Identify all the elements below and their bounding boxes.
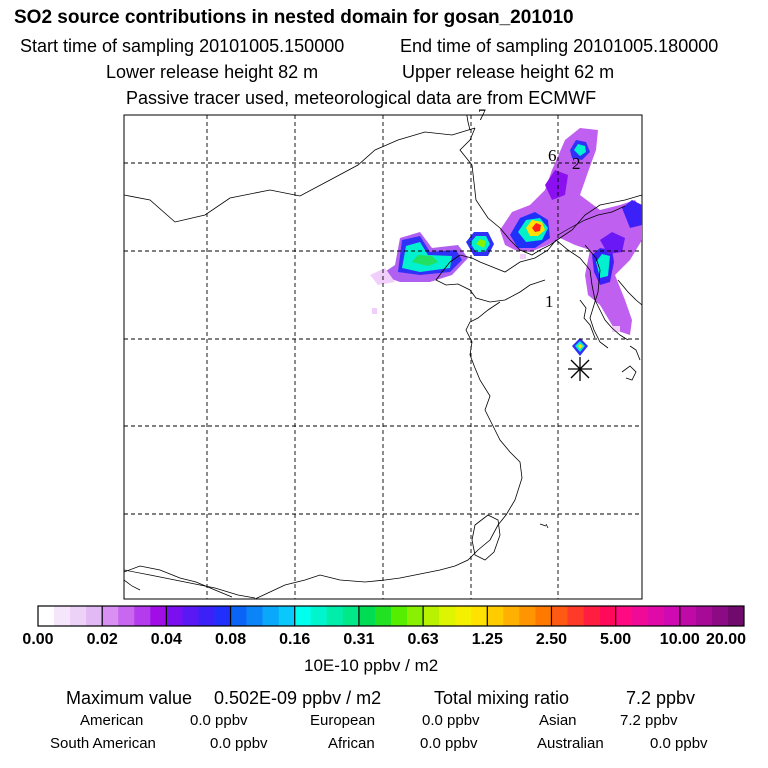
grid-lines: [124, 115, 642, 599]
colorbar-swatch: [86, 606, 103, 626]
total-mixing-value: 7.2 ppbv: [626, 688, 696, 708]
colorbar-tick-label: 20.00: [705, 631, 747, 648]
colorbar-swatch: [150, 606, 167, 626]
colorbar-swatch: [278, 606, 296, 626]
colorbar-swatch: [631, 606, 649, 626]
colorbar-tick-label: 0.08: [214, 631, 247, 648]
region-american-value: 0.0 ppbv: [190, 712, 248, 729]
colorbar-tick-label: 1.25: [471, 631, 503, 648]
colorbar-swatch: [54, 606, 71, 626]
chart-title: SO2 source contributions in nested domai…: [14, 7, 574, 28]
colorbar-swatch: [134, 606, 151, 626]
colorbar-swatch: [391, 606, 408, 626]
max-value: 0.502E-09 ppbv / m2: [214, 688, 382, 708]
plume-gosan: [572, 338, 588, 356]
colorbar-swatch: [695, 606, 713, 626]
colorbar-tick-label: 0.02: [86, 631, 118, 648]
colorbar-swatch: [567, 606, 584, 626]
colorbar-swatch: [407, 606, 424, 626]
plume-west: [370, 232, 468, 285]
colorbar-swatch: [727, 606, 745, 626]
colorbar-swatch: [198, 606, 215, 626]
colorbar-swatch: [38, 606, 55, 626]
colorbar-swatch: [599, 606, 616, 626]
colorbar-swatch: [423, 606, 440, 626]
colorbar-swatch: [615, 606, 632, 626]
tracer-note: Passive tracer used, meteorological data…: [126, 88, 597, 108]
region-african-name: African: [328, 735, 375, 752]
region-south-american-value: 0.0 ppbv: [210, 735, 268, 752]
plume-light-scatter: [372, 254, 620, 332]
colorbar-swatch: [166, 606, 183, 626]
colorbar-swatch: [551, 606, 568, 626]
colorbar-tick-label: 0.63: [407, 631, 439, 648]
colorbar-tick-label: 0.00: [22, 631, 54, 648]
plume-northeast: [500, 128, 642, 335]
colorbar-swatch: [214, 606, 231, 626]
colorbar-swatch: [294, 606, 312, 626]
colorbar-swatch: [439, 606, 456, 626]
colorbar-swatch: [471, 606, 488, 626]
colorbar-swatch: [583, 606, 600, 626]
region-asian-value: 7.2 ppbv: [620, 712, 678, 729]
region-australian-value: 0.0 ppbv: [650, 735, 708, 752]
colorbar-swatch: [230, 606, 247, 626]
colorbar-swatch: [487, 606, 504, 626]
receptor-star-icon: [568, 357, 592, 381]
marker-2: 2: [572, 154, 581, 173]
colorbar-swatch: [326, 606, 344, 626]
colorbar-tick-label: 0.16: [279, 631, 311, 648]
colorbar-swatch: [374, 606, 392, 626]
max-value-label: Maximum value: [66, 688, 193, 708]
region-african-value: 0.0 ppbv: [420, 735, 478, 752]
coastlines: [124, 115, 642, 599]
colorbar-swatch: [519, 606, 536, 626]
colorbar-swatch: [663, 606, 681, 626]
colorbar-tick-label: 2.50: [535, 631, 568, 648]
end-time-label: End time of sampling 20101005.180000: [400, 36, 719, 56]
colorbar-swatch: [679, 606, 697, 626]
region-south-american-name: South American: [50, 735, 156, 752]
colorbar-swatch: [455, 606, 472, 626]
colorbar-unit: 10E-10 ppbv / m2: [304, 656, 439, 675]
colorbar-swatch: [342, 606, 360, 626]
colorbar: [37, 605, 745, 627]
colorbar-swatch: [711, 606, 729, 626]
colorbar-swatch: [358, 606, 376, 626]
upper-height-label: Upper release height 62 m: [402, 62, 615, 82]
colorbar-swatch: [70, 606, 87, 626]
colorbar-swatch: [535, 606, 552, 626]
colorbar-swatch: [102, 606, 119, 626]
region-american-name: American: [80, 712, 144, 729]
marker-7: 7: [478, 107, 486, 124]
region-european-name: European: [310, 712, 376, 729]
colorbar-tick-label: 0.31: [343, 631, 375, 648]
colorbar-swatch: [246, 606, 263, 626]
marker-1: 1: [545, 292, 554, 311]
marker-6: 6: [548, 146, 557, 165]
region-australian-name: Australian: [537, 735, 604, 752]
start-time-label: Start time of sampling 20101005.150000: [20, 36, 345, 56]
total-mixing-label: Total mixing ratio: [434, 688, 570, 708]
colorbar-swatch: [647, 606, 665, 626]
colorbar-swatch: [310, 606, 328, 626]
region-european-value: 0.0 ppbv: [422, 712, 480, 729]
colorbar-outline: [37, 605, 745, 627]
colorbar-swatch: [118, 606, 135, 626]
colorbar-tick-label: 10.00: [659, 631, 700, 648]
region-asian-name: Asian: [539, 712, 577, 729]
plume-central: [466, 232, 494, 256]
colorbar-swatch: [503, 606, 520, 626]
lower-height-label: Lower release height 82 m: [106, 62, 319, 82]
colorbar-swatch: [182, 606, 199, 626]
colorbar-tick-label: 5.00: [600, 631, 632, 648]
borders: [124, 205, 626, 599]
colorbar-tick-label: 0.04: [150, 631, 182, 648]
colorbar-swatch: [262, 606, 279, 626]
